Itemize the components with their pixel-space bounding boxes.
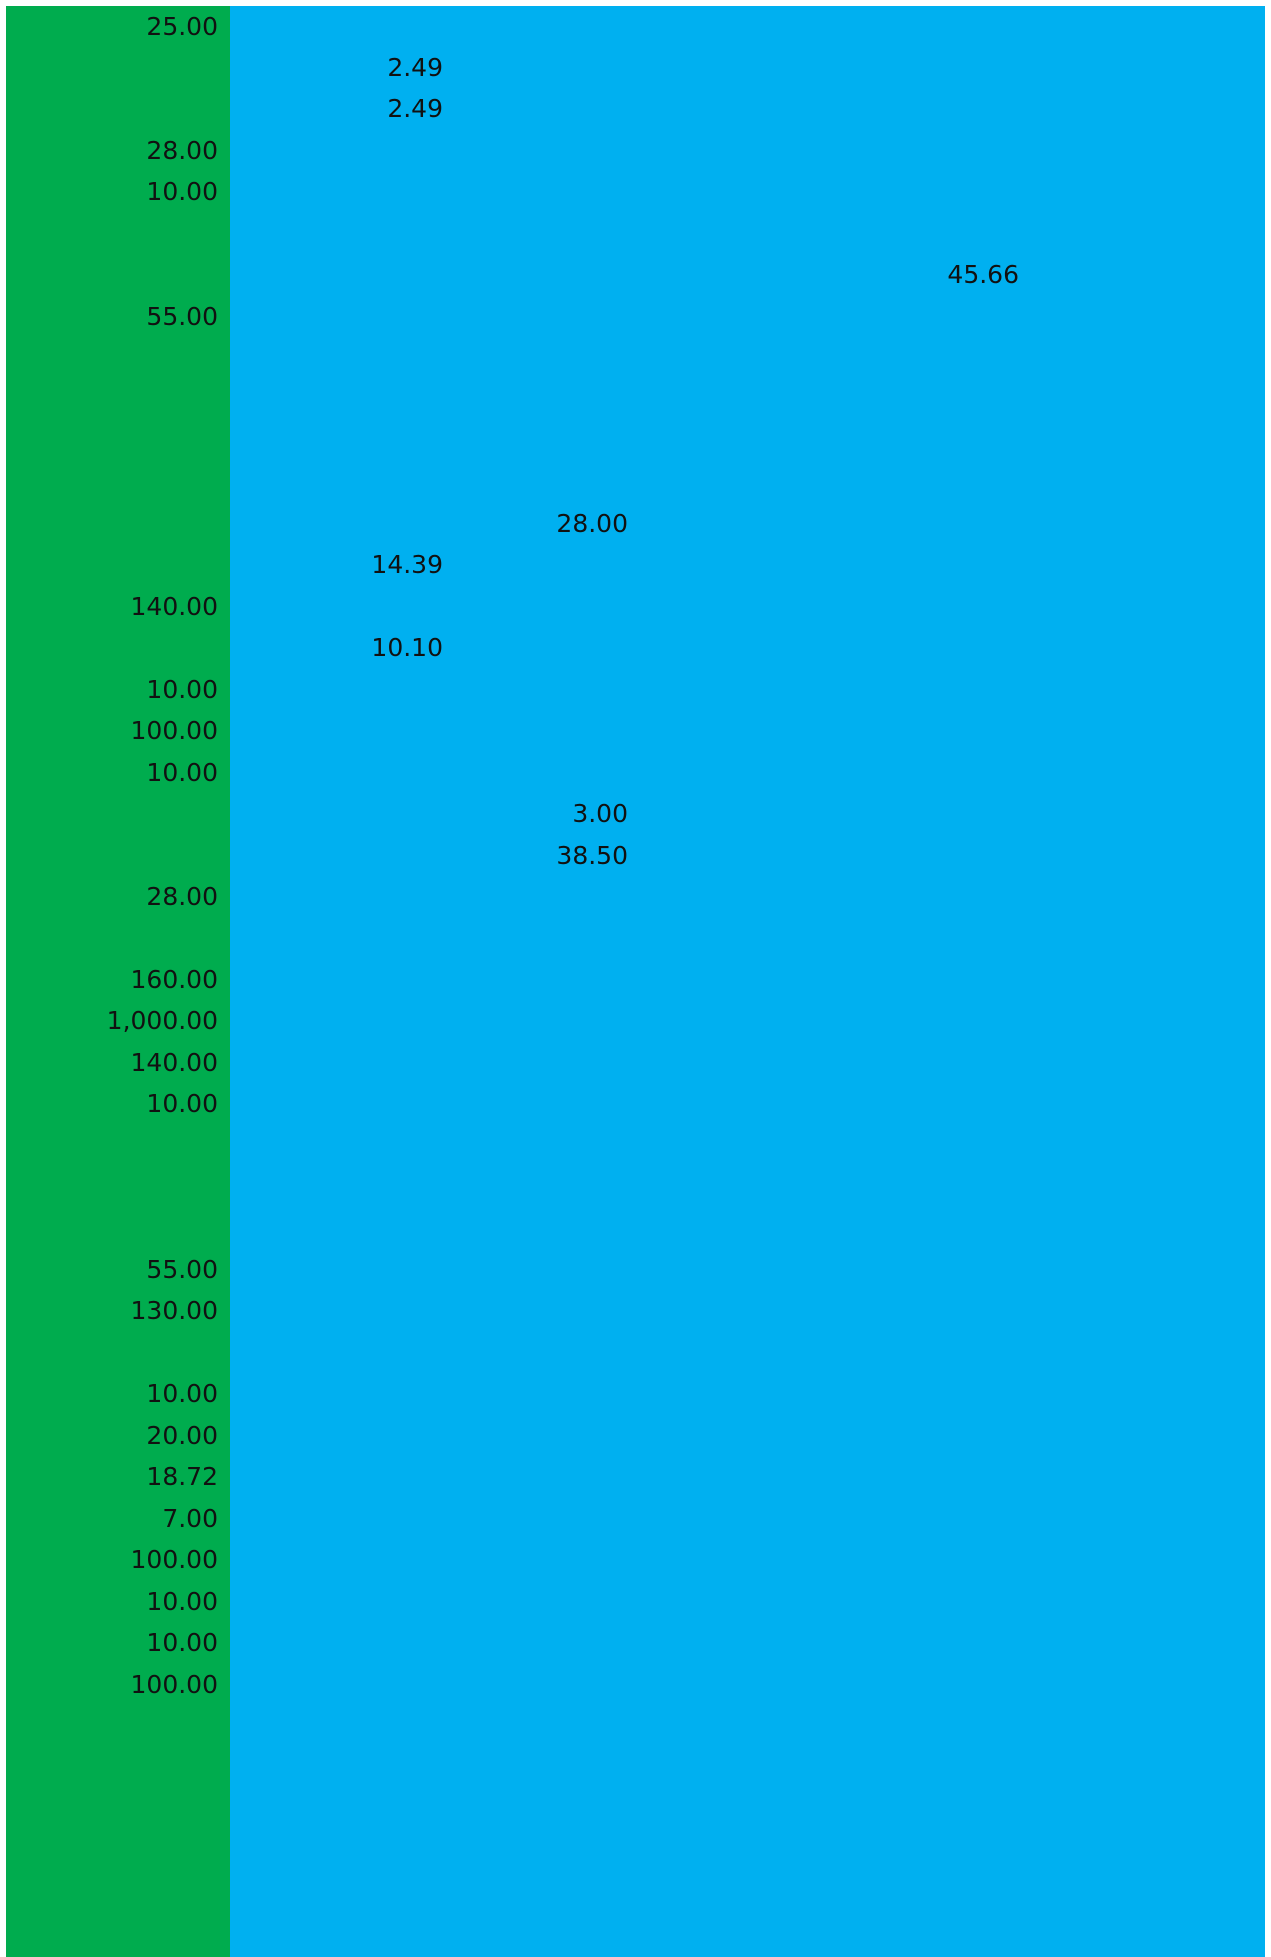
- cell: 160.00: [130, 964, 218, 994]
- cell: 10.00: [146, 757, 218, 787]
- cell: 10.10: [371, 633, 443, 663]
- cell: 10.00: [146, 1628, 218, 1658]
- cell: 2.49: [387, 94, 443, 124]
- cell: 20.00: [146, 1420, 218, 1450]
- cell: 45.66: [947, 260, 1019, 290]
- cell: 1,000.00: [106, 1006, 218, 1036]
- cell: 100.00: [130, 1545, 218, 1575]
- green-column: [6, 6, 230, 1957]
- cell: 55.00: [146, 1255, 218, 1284]
- cell: 14.39: [371, 550, 443, 580]
- cell: 2.49: [387, 52, 443, 82]
- cell: 55.00: [146, 301, 218, 331]
- cell: 130.00: [130, 1296, 218, 1326]
- cell: 7.00: [162, 1503, 218, 1533]
- cell: 140.00: [130, 591, 218, 621]
- cell: 10.00: [146, 1379, 218, 1409]
- cell: 18.72: [146, 1462, 218, 1492]
- blue-area: [230, 6, 1265, 1957]
- cell: 10.00: [146, 674, 218, 704]
- cell: 38.50: [556, 840, 628, 870]
- cell: 10.00: [146, 1586, 218, 1616]
- cell: 10.00: [146, 177, 218, 207]
- cell: 100.00: [130, 716, 218, 746]
- cell: 10.00: [146, 1089, 218, 1119]
- cell: 100.00: [130, 1669, 218, 1699]
- cell: 28.00: [556, 508, 628, 538]
- cell: 25.00: [146, 11, 218, 41]
- cell: 28.00: [146, 135, 218, 165]
- cell: 140.00: [130, 1047, 218, 1077]
- cell: 3.00: [572, 799, 628, 829]
- cell: 28.00: [146, 881, 218, 911]
